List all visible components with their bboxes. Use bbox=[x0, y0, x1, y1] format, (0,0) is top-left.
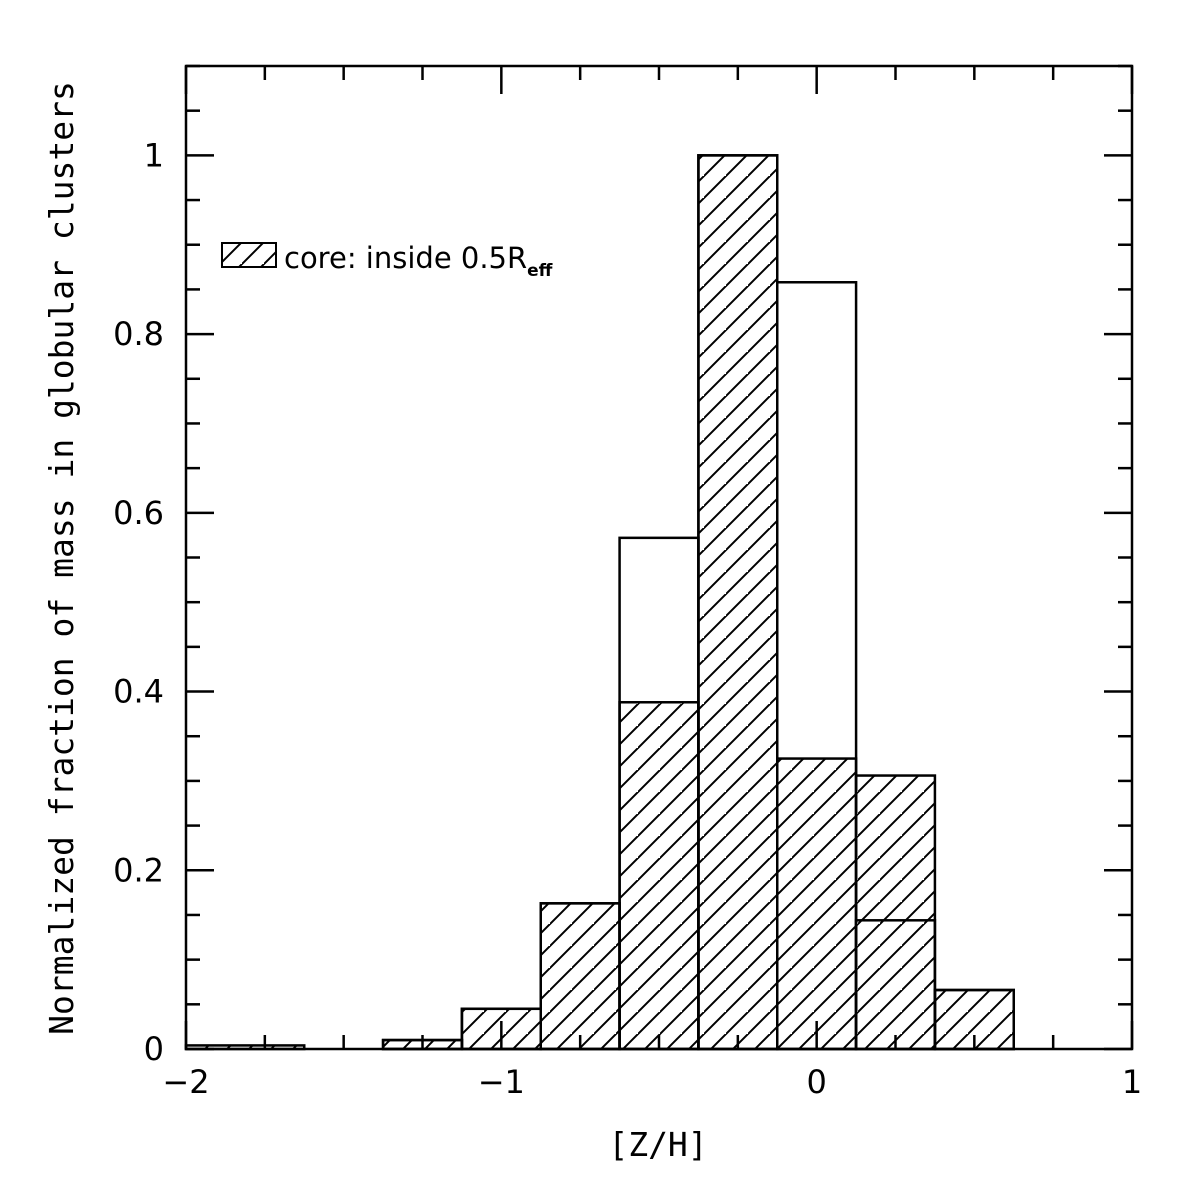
x-tick-label: −2 bbox=[162, 1063, 209, 1101]
y-axis-title: Normalized fraction of mass in globular … bbox=[42, 81, 81, 1035]
histogram-bar-core bbox=[697, 154, 779, 1051]
x-tick-label: 1 bbox=[1122, 1063, 1142, 1101]
histogram-bar-core bbox=[776, 757, 858, 1051]
x-axis-title: [Z/H] bbox=[608, 1125, 707, 1164]
legend-hatched-swatch bbox=[221, 242, 277, 268]
histogram-bar-core bbox=[854, 774, 937, 1051]
x-tick-label: −1 bbox=[478, 1063, 525, 1101]
x-tick-label: 0 bbox=[806, 1063, 826, 1101]
legend: core: inside 0.5Reff bbox=[221, 241, 553, 281]
legend-label: core: inside 0.5Reff bbox=[284, 241, 553, 281]
y-tick-label: 1 bbox=[144, 136, 164, 174]
y-tick-label: 0.6 bbox=[113, 494, 164, 532]
y-tick-label: 0.8 bbox=[113, 315, 164, 353]
legend-label-subscript: eff bbox=[527, 261, 553, 281]
plot-area: −2 −1 0 1 0 0.2 0.4 0.6 0.8 1 bbox=[113, 64, 1142, 1101]
histogram-bar-core bbox=[618, 701, 700, 1051]
y-tick-label: 0 bbox=[144, 1030, 164, 1068]
y-tick-label: 0.4 bbox=[113, 673, 164, 711]
y-tick-label: 0.2 bbox=[113, 851, 164, 889]
histogram-bar-core bbox=[539, 902, 621, 1051]
legend-label-main: core: inside 0.5R bbox=[284, 241, 527, 275]
